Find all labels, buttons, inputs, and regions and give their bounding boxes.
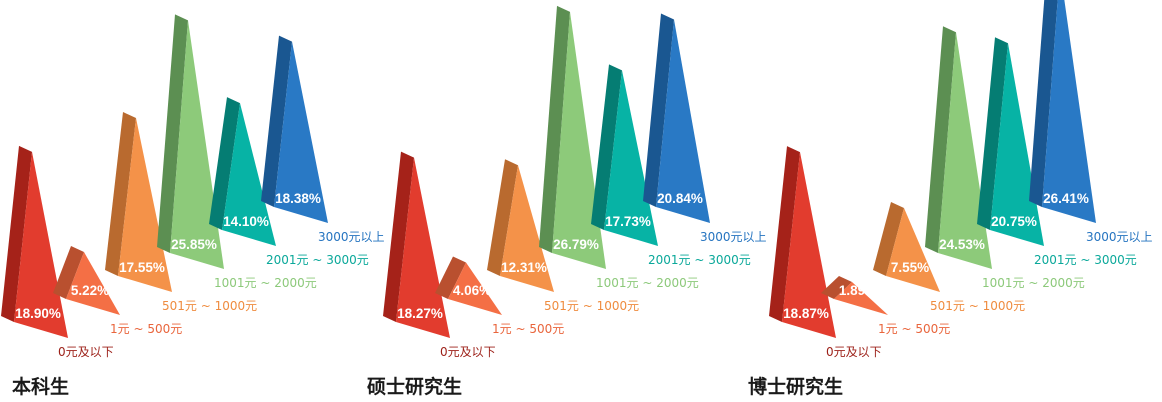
pyramid-face-5 — [274, 41, 328, 223]
chart-panel-2: 18.87% 0元及以下 1.89% 1元 ~ 500元 7.55% 501元 ~ 100… — [769, 0, 1153, 359]
pyramid-side-1 — [435, 256, 466, 299]
pyramid-face-2 — [118, 118, 172, 292]
chart-panel-0: 18.90% 0元及以下 5.22% 1元 ~ 500元 17.55% 501元 ~ 10… — [1, 14, 385, 359]
category-label-3: 1001元 ~ 2000元 — [596, 276, 699, 290]
value-label-3: 25.85% — [171, 237, 217, 252]
pyramid-side-1 — [821, 275, 852, 299]
category-label-3: 1001元 ~ 2000元 — [982, 276, 1085, 290]
pyramid-side-0 — [1, 145, 32, 322]
pyramid-face-2 — [886, 208, 940, 292]
category-label-4: 2001元 ~ 3000元 — [648, 253, 751, 267]
value-label-2: 7.55% — [891, 260, 929, 275]
pyramid-side-2 — [105, 112, 136, 276]
value-label-1: 4.06% — [453, 283, 491, 298]
pyramid-face-1 — [66, 252, 120, 315]
pyramid-side-5 — [643, 13, 674, 207]
pyramid-side-3 — [157, 14, 188, 253]
panel-title-undergraduate: 本科生 — [12, 376, 70, 398]
pyramid-side-3 — [539, 5, 570, 254]
value-label-2: 12.31% — [501, 260, 547, 275]
value-label-5: 26.41% — [1043, 191, 1089, 206]
panel-title-doctoral: 博士研究生 — [748, 376, 844, 398]
chart-panel-1: 18.27% 0元及以下 4.06% 1元 ~ 500元 12.31% 501元 ~ 10… — [383, 5, 767, 359]
value-label-0: 18.27% — [397, 306, 443, 321]
category-label-0: 0元及以下 — [440, 345, 496, 359]
category-label-0: 0元及以下 — [826, 345, 882, 359]
pyramid-face-5 — [656, 19, 710, 223]
pyramid-side-4 — [977, 37, 1008, 230]
value-label-4: 14.10% — [223, 214, 269, 229]
value-label-3: 24.53% — [939, 237, 985, 252]
pyramid-side-5 — [261, 35, 292, 207]
category-label-1: 1元 ~ 500元 — [110, 322, 182, 336]
pyramid-side-4 — [209, 97, 240, 230]
pyramid-side-0 — [383, 151, 414, 322]
value-label-1: 1.89% — [839, 283, 877, 298]
category-label-2: 501元 ~ 1000元 — [544, 299, 639, 313]
value-label-0: 18.90% — [15, 306, 61, 321]
pyramid-face-3 — [552, 11, 606, 269]
pyramid-side-3 — [925, 26, 956, 254]
pyramid-side-2 — [487, 159, 518, 276]
value-label-3: 26.79% — [553, 237, 599, 252]
category-label-5: 3000元以上 — [318, 230, 385, 244]
pyramid-face-0 — [782, 152, 836, 338]
value-label-5: 18.38% — [275, 191, 321, 206]
category-label-2: 501元 ~ 1000元 — [162, 299, 257, 313]
category-label-3: 1001元 ~ 2000元 — [214, 276, 317, 290]
pyramid-side-5 — [1029, 0, 1058, 207]
value-label-4: 17.73% — [605, 214, 651, 229]
pyramid-face-1 — [834, 281, 888, 315]
pyramid-face-1 — [448, 262, 502, 315]
pyramid-face-2 — [500, 165, 554, 292]
pyramid-face-4 — [604, 70, 658, 247]
category-label-1: 1元 ~ 500元 — [492, 322, 564, 336]
category-label-5: 3000元以上 — [1086, 230, 1153, 244]
value-label-4: 20.75% — [991, 214, 1037, 229]
category-label-4: 2001元 ~ 3000元 — [1034, 253, 1137, 267]
category-label-5: 3000元以上 — [700, 230, 767, 244]
value-label-5: 20.84% — [657, 191, 703, 206]
pyramid-side-2 — [873, 202, 904, 276]
pyramid-face-3 — [170, 20, 224, 269]
category-label-0: 0元及以下 — [58, 345, 114, 359]
value-label-2: 17.55% — [119, 260, 165, 275]
category-label-1: 1元 ~ 500元 — [878, 322, 950, 336]
value-label-1: 5.22% — [71, 283, 109, 298]
pyramid-face-5 — [1042, 0, 1096, 223]
value-label-0: 18.87% — [783, 306, 829, 321]
pyramid-side-1 — [53, 246, 84, 299]
pyramid-face-4 — [222, 103, 276, 246]
pyramid-side-0 — [769, 146, 800, 322]
panel-title-master: 硕士研究生 — [367, 376, 463, 398]
category-label-2: 501元 ~ 1000元 — [930, 299, 1025, 313]
category-label-4: 2001元 ~ 3000元 — [266, 253, 369, 267]
pyramid-side-4 — [591, 64, 622, 231]
